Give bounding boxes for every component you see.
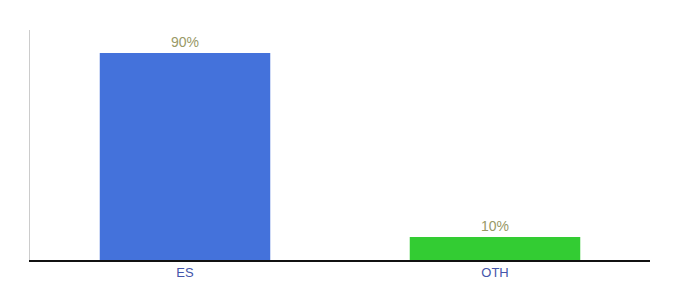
svg-text:ES: ES (176, 265, 194, 280)
svg-text:90%: 90% (171, 34, 199, 50)
svg-text:10%: 10% (481, 218, 509, 234)
svg-text:OTH: OTH (481, 265, 508, 280)
